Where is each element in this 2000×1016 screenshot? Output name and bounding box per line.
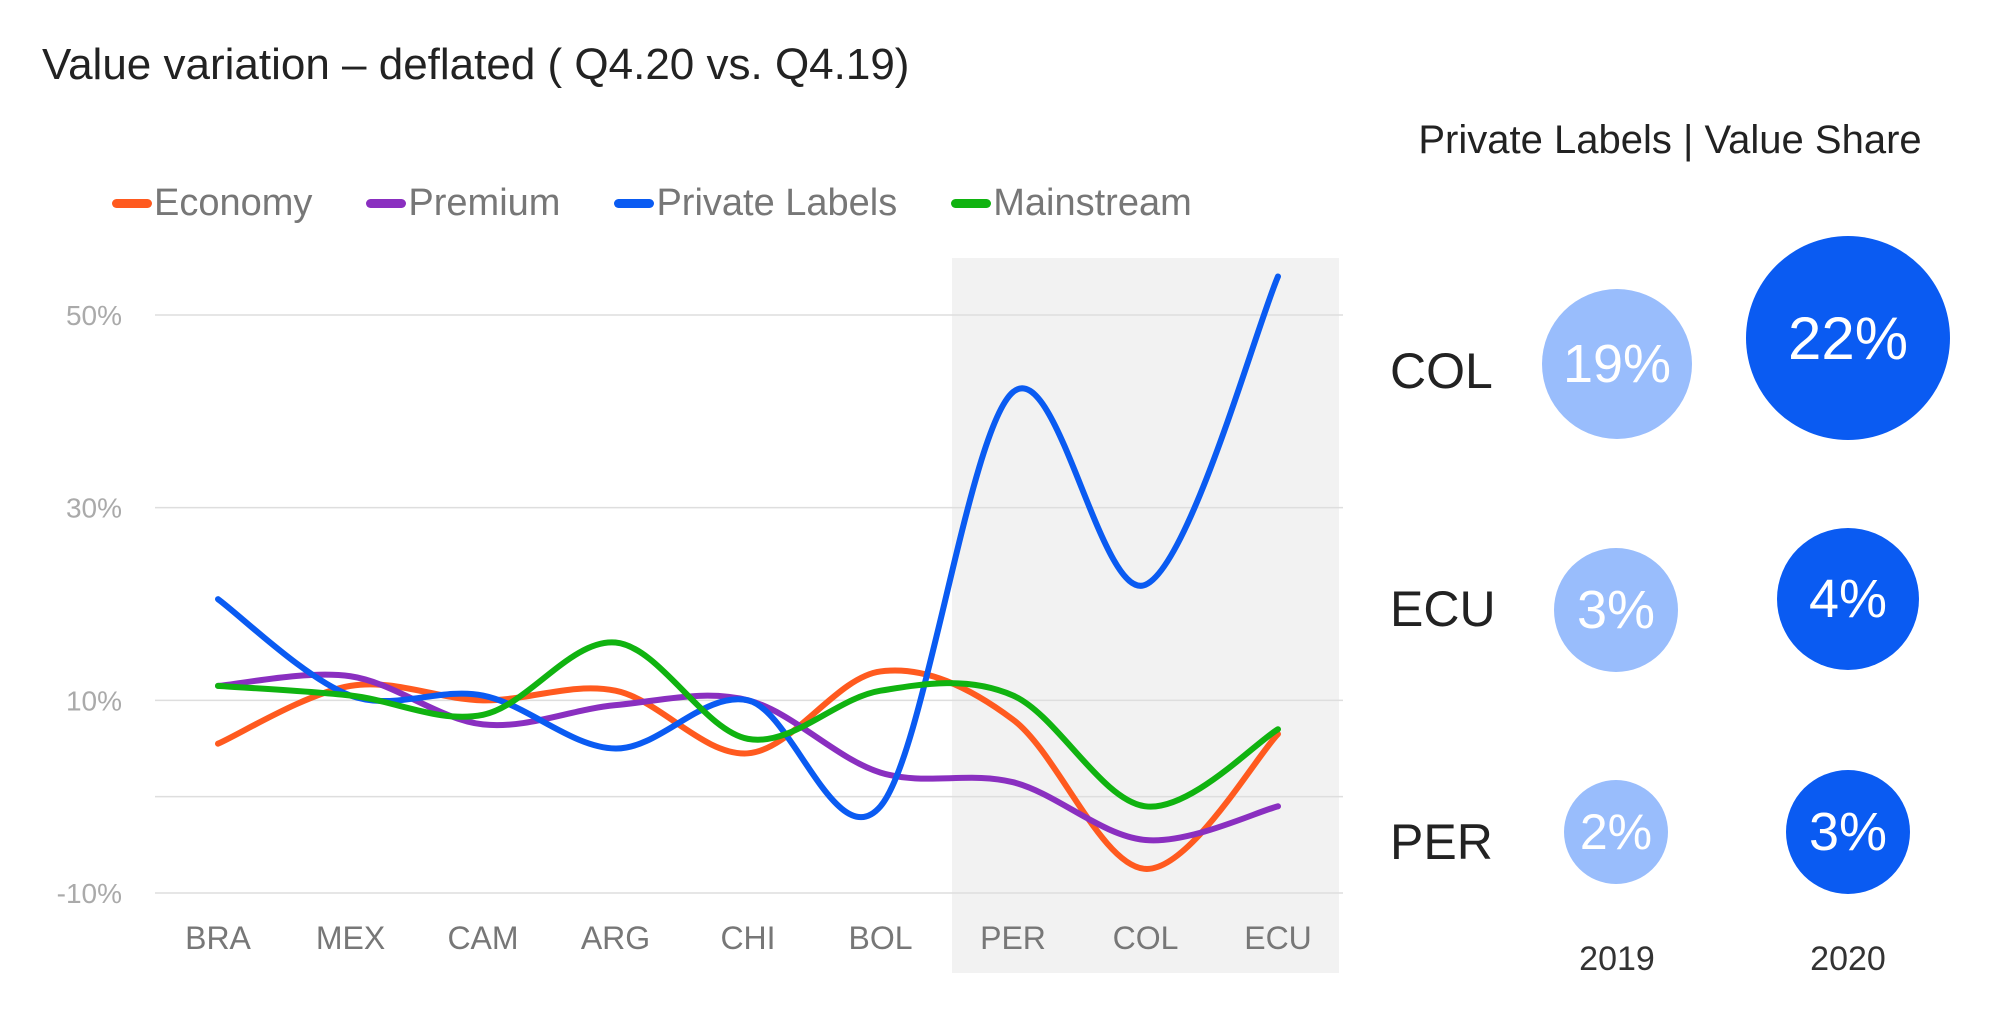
panel-title: Private Labels | Value Share bbox=[1418, 118, 1922, 162]
legend-swatch-economy bbox=[112, 198, 152, 208]
legend-item-economy: Economy bbox=[112, 182, 312, 225]
x-tick-label-cam: CAM bbox=[447, 920, 518, 956]
x-tick-label-bra: BRA bbox=[185, 920, 251, 956]
legend-item-mainstream: Mainstream bbox=[951, 182, 1192, 225]
chart-title: Value variation – deflated ( Q4.20 vs. Q… bbox=[42, 40, 910, 89]
y-tick-label: 50% bbox=[66, 300, 122, 331]
legend-swatch-private-labels bbox=[614, 198, 655, 208]
legend-label-premium: Premium bbox=[408, 181, 561, 224]
bubble-col-2020: 22% bbox=[1746, 236, 1950, 440]
legend-label-private-labels: Private Labels bbox=[656, 181, 898, 224]
y-tick-label: 30% bbox=[66, 493, 122, 524]
x-tick-label-bol: BOL bbox=[848, 920, 912, 956]
y-tick-label: -10% bbox=[57, 878, 122, 909]
legend-item-private-labels: Private Labels bbox=[614, 182, 897, 225]
x-tick-label-arg: ARG bbox=[581, 920, 650, 956]
year-label-2020: 2020 bbox=[1810, 940, 1886, 978]
x-tick-label-col: COL bbox=[1113, 920, 1179, 956]
x-tick-label-per: PER bbox=[980, 920, 1046, 956]
series-line-economy bbox=[215, 667, 1281, 872]
x-tick-label-ecu: ECU bbox=[1244, 920, 1312, 956]
bubble-per-2019: 2% bbox=[1564, 780, 1668, 884]
x-tick-label-mex: MEX bbox=[316, 920, 385, 956]
y-tick-label: 10% bbox=[66, 685, 122, 716]
year-label-2019: 2019 bbox=[1579, 940, 1655, 978]
bubble-ecu-2020: 4% bbox=[1777, 528, 1919, 670]
legend-swatch-premium bbox=[366, 198, 407, 208]
legend-label-economy: Economy bbox=[154, 181, 313, 224]
row-label-ecu: ECU bbox=[1390, 581, 1496, 637]
highlight-band bbox=[952, 258, 1339, 973]
bubble-per-2020: 3% bbox=[1786, 770, 1910, 894]
legend: Economy Premium Private Labels Mainstrea… bbox=[112, 175, 1192, 231]
row-label-col: COL bbox=[1390, 343, 1493, 399]
legend-item-premium: Premium bbox=[366, 182, 560, 225]
legend-swatch-mainstream bbox=[951, 198, 992, 208]
x-tick-label-chi: CHI bbox=[720, 920, 775, 956]
bubble-col-2019: 19% bbox=[1542, 289, 1692, 439]
series-line-private-labels bbox=[215, 273, 1281, 820]
legend-label-mainstream: Mainstream bbox=[993, 181, 1192, 224]
series-line-mainstream bbox=[215, 639, 1281, 810]
row-label-per: PER bbox=[1390, 814, 1493, 870]
bubble-ecu-2019: 3% bbox=[1554, 548, 1678, 672]
